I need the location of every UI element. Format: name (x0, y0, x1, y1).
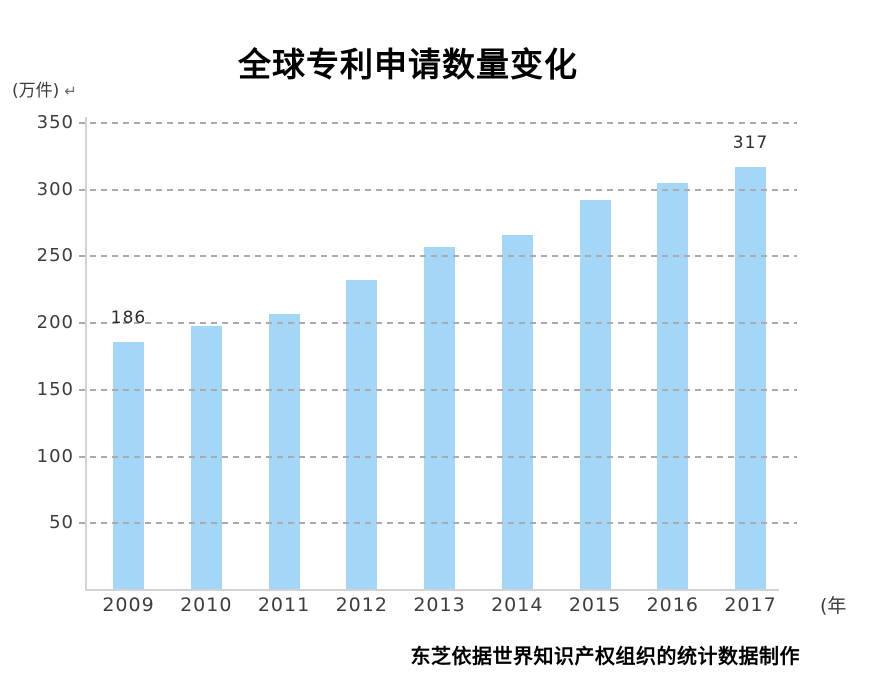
gridline (79, 455, 797, 458)
y-axis-line (85, 117, 87, 591)
y-axis-tick-label: 250 (36, 245, 74, 267)
gridline (79, 122, 797, 124)
y-axis-tick-label: 100 (36, 445, 74, 467)
y-axis-tick-label: 350 (36, 112, 74, 133)
y-axis-tick-label: 50 (49, 512, 74, 534)
x-axis-tick-label: 2009 (102, 594, 155, 616)
x-axis-tick-label: 2016 (646, 594, 699, 616)
x-axis-tick-label: 2011 (257, 594, 311, 616)
gridline (79, 322, 797, 325)
y-axis-tick-label: 200 (36, 312, 74, 334)
bar (657, 183, 689, 590)
bar (735, 167, 766, 590)
y-axis-unit-text: (万件) (12, 81, 60, 101)
x-axis-tick-label: 2012 (335, 594, 388, 616)
bar (579, 200, 611, 590)
bar-value-label: 186 (110, 307, 147, 328)
gridline (79, 188, 797, 191)
bar (190, 325, 222, 590)
y-axis-tick-label: 300 (36, 178, 74, 200)
x-axis-tick-label: 2015 (568, 594, 622, 616)
x-axis-tick-label: 2010 (180, 594, 233, 616)
x-axis-unit-label: (年 (820, 595, 847, 617)
y-axis-unit-label: (万件) ↵ (12, 76, 77, 101)
gridline (79, 255, 797, 258)
x-axis-tick-label: 2014 (491, 594, 544, 616)
bar-value-label: 317 (732, 133, 769, 154)
chart-title: 全球专利申请数量变化 (238, 45, 578, 84)
bar (424, 247, 455, 590)
plot-area: 186 317 (79, 122, 797, 590)
gridline (79, 388, 797, 391)
gridline (79, 522, 797, 525)
bar (268, 313, 300, 590)
x-axis-tick-label: 2013 (413, 594, 466, 616)
return-mark-icon: ↵ (64, 82, 77, 100)
bar (113, 341, 144, 590)
x-axis-tick-label: 2017 (724, 594, 777, 616)
source-caption: 东芝依据世界知识产权组织的统计数据制作 (410, 644, 800, 668)
bar (346, 280, 378, 590)
bar (501, 235, 533, 590)
x-axis-line (85, 589, 779, 591)
y-axis-tick-label: 150 (36, 378, 74, 400)
